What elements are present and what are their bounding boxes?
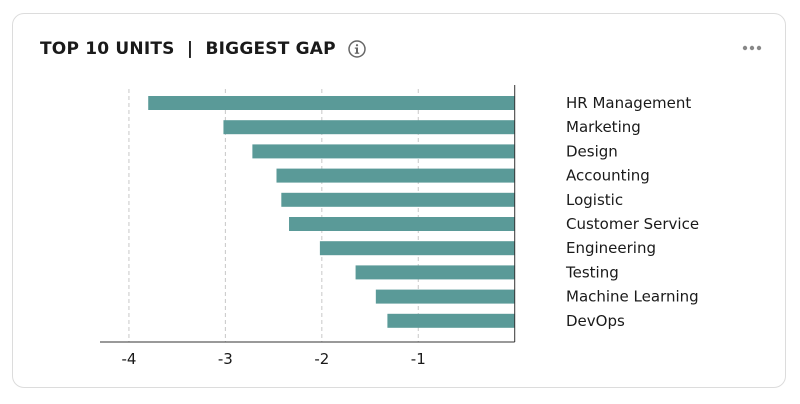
bar-hr-management [148, 96, 515, 110]
category-label: DevOps [566, 312, 625, 330]
bar-machine-learning [375, 289, 515, 304]
category-label: Logistic [566, 191, 623, 209]
x-tick-label: -4 [121, 350, 136, 368]
bar-engineering [319, 241, 515, 256]
more-dots-icon[interactable] [741, 38, 763, 58]
bar-logistic [281, 192, 515, 207]
category-label: Customer Service [566, 215, 699, 233]
category-label: Marketing [566, 118, 641, 136]
x-tick-label: -2 [314, 350, 329, 368]
bar-accounting [276, 168, 515, 183]
category-label: Machine Learning [566, 288, 699, 306]
info-icon[interactable] [348, 40, 366, 58]
category-label: Accounting [566, 167, 650, 185]
card-title: TOP 10 UNITS | BIGGEST GAP [40, 39, 336, 59]
bar-customer-service [289, 217, 515, 231]
category-label: Testing [565, 263, 619, 281]
bar-testing [355, 265, 515, 280]
category-label: Design [566, 142, 618, 160]
x-tick-label: -3 [218, 350, 233, 368]
card-header: TOP 10 UNITS | BIGGEST GAP [40, 36, 366, 62]
bar-design [252, 144, 515, 159]
bar-devops [387, 313, 515, 328]
category-label: Engineering [566, 239, 656, 257]
bar-marketing [223, 120, 515, 135]
category-label: HR Management [566, 94, 691, 112]
x-tick-label: -1 [411, 350, 426, 368]
